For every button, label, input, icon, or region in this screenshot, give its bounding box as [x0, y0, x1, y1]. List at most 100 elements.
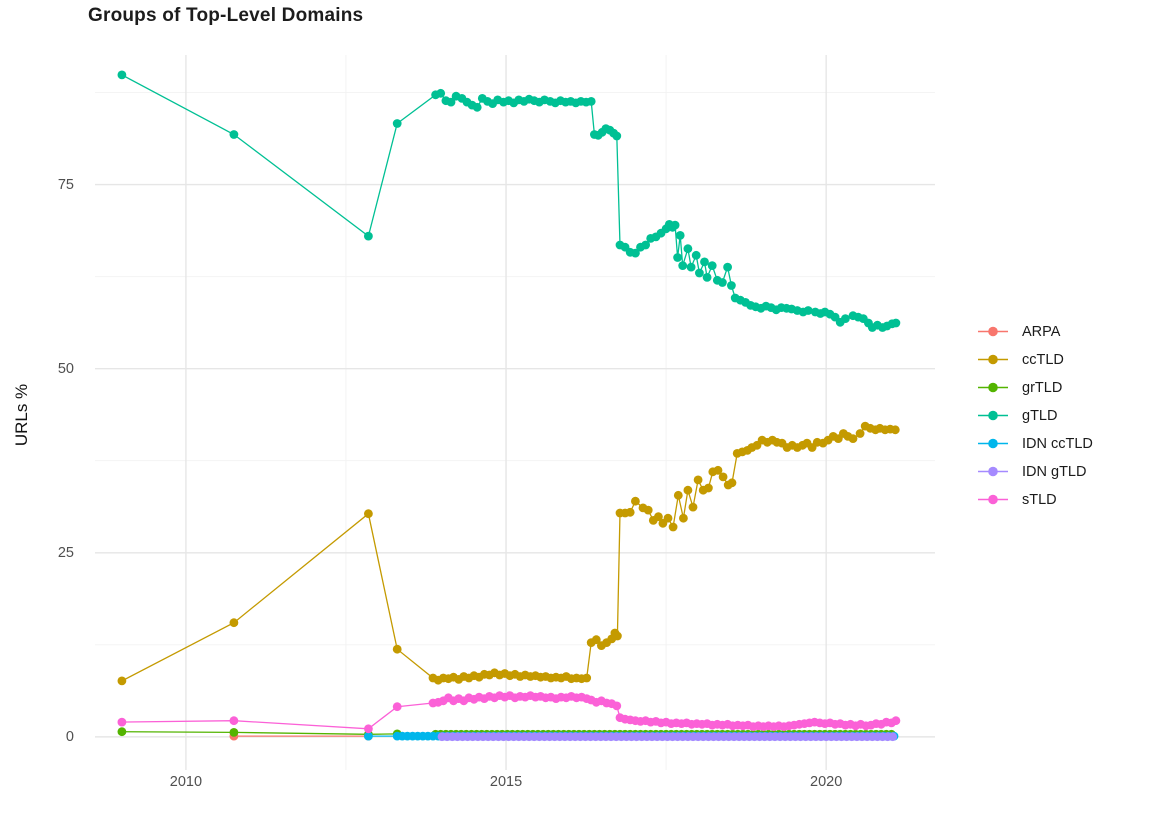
legend-label: grTLD	[1022, 379, 1063, 396]
series-line-gtld	[121, 74, 897, 329]
data-point-cctld	[668, 522, 678, 532]
y-axis-title: URLs %	[12, 383, 31, 447]
data-point-cctld	[229, 618, 239, 628]
y-tick-label: 50	[57, 360, 74, 377]
data-point-gtld	[841, 314, 850, 323]
legend-label: ccTLD	[1022, 351, 1064, 368]
data-point-gtld	[707, 261, 717, 270]
data-point-gtld	[673, 253, 682, 262]
data-point-gtld	[670, 220, 680, 230]
data-point-gtld	[364, 231, 373, 241]
legend-label: IDN ccTLD	[1022, 435, 1093, 452]
data-point-gtld	[718, 278, 727, 287]
legend-label: ARPA	[1022, 323, 1061, 340]
data-point-gtld	[678, 261, 688, 270]
legend-key-icon	[978, 354, 1008, 365]
data-point-gtld	[686, 262, 696, 272]
data-point-cctld	[718, 472, 728, 482]
data-point-cctld	[713, 465, 723, 475]
data-point-cctld	[582, 673, 592, 683]
legend-key-icon	[978, 466, 1008, 477]
data-point-cctld	[117, 676, 127, 686]
x-tick-label: 2015	[489, 774, 523, 790]
legend-key-dot	[988, 466, 998, 477]
legend-item-cctld: ccTLD	[976, 349, 1093, 370]
data-point-gtld	[700, 257, 709, 267]
data-point-cctld	[693, 475, 703, 485]
data-point-grtld	[117, 727, 127, 737]
legend-item-stld: sTLD	[976, 489, 1093, 510]
legend-key-dot	[988, 494, 998, 505]
data-point-gtld	[691, 250, 701, 260]
legend-item-idn-cctld: IDN ccTLD	[976, 433, 1093, 454]
data-point-cctld	[890, 425, 900, 435]
legend-label: sTLD	[1022, 491, 1057, 508]
y-tick-label: 25	[57, 544, 74, 561]
data-point-cctld	[631, 496, 640, 506]
data-point-cctld	[392, 644, 402, 654]
series-stld	[117, 691, 901, 734]
data-point-cctld	[704, 483, 713, 493]
data-point-cctld	[679, 513, 688, 523]
data-point-cctld	[688, 502, 698, 512]
data-point-cctld	[673, 490, 683, 500]
data-point-gtld	[631, 248, 640, 258]
legend-key-dot	[988, 354, 998, 365]
data-point-cctld	[364, 509, 373, 519]
data-point-gtld	[803, 306, 813, 315]
y-tick-label: 0	[65, 728, 74, 745]
data-point-stld	[229, 716, 239, 726]
data-point-stld	[117, 717, 127, 727]
legend-key-dot	[988, 382, 998, 393]
data-point-gtld	[472, 102, 482, 112]
data-point-stld	[392, 702, 402, 712]
legend-key-icon	[978, 326, 1008, 337]
series-gtld	[117, 70, 901, 332]
legend-item-arpa: ARPA	[976, 321, 1093, 342]
series-line-cctld	[121, 425, 896, 682]
data-point-stld	[364, 724, 373, 734]
data-point-gtld	[392, 119, 402, 128]
data-point-cctld	[683, 485, 693, 495]
data-point-stld	[891, 716, 901, 726]
data-point-gtld	[117, 70, 127, 80]
data-point-cctld	[643, 505, 653, 515]
x-tick-label: 2010	[169, 774, 203, 790]
data-point-gtld	[612, 131, 622, 141]
legend-label: gTLD	[1022, 407, 1058, 424]
legend-item-gtld: gTLD	[976, 405, 1093, 426]
data-point-gtld	[436, 88, 446, 98]
data-point-gtld	[727, 281, 736, 290]
legend-key-icon	[978, 438, 1008, 449]
legend-key-dot	[988, 410, 998, 421]
legend-key-icon	[978, 410, 1008, 421]
data-point-gtld	[891, 318, 901, 328]
data-point-cctld	[591, 635, 601, 645]
legend-item-idn-gtld: IDN gTLD	[976, 461, 1093, 482]
data-point-cctld	[848, 434, 858, 443]
data-point-cctld	[654, 512, 663, 522]
data-point-gtld	[675, 231, 685, 240]
data-point-cctld	[613, 631, 622, 641]
series-cctld	[117, 421, 900, 686]
data-point-grtld	[229, 728, 239, 737]
legend: ARPA ccTLD grTLD gTLD IDN ccTLD IDN gTLD sTLD	[976, 321, 1093, 510]
data-point-gtld	[723, 262, 732, 272]
legend-key-icon	[978, 382, 1008, 393]
data-point-cctld	[663, 513, 673, 523]
data-point-cctld	[727, 478, 737, 488]
data-point-gtld	[695, 268, 704, 278]
data-point-stld	[612, 701, 622, 711]
data-point-idn-cctld	[364, 731, 373, 741]
series-idn-gtld	[437, 732, 898, 742]
data-point-idn-gtld	[888, 732, 898, 742]
legend-label: IDN gTLD	[1022, 463, 1087, 480]
data-point-cctld	[855, 429, 865, 438]
chart-title: Groups of Top-Level Domains	[88, 5, 364, 26]
legend-key-icon	[978, 494, 1008, 505]
data-point-gtld	[586, 97, 596, 106]
legend-key-dot	[988, 438, 998, 449]
data-point-gtld	[229, 130, 239, 139]
data-point-gtld	[683, 244, 693, 254]
